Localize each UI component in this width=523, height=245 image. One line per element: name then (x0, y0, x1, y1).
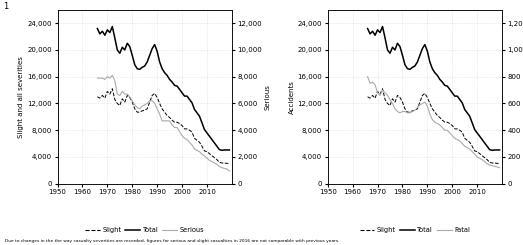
Y-axis label: Slight and all severities: Slight and all severities (18, 56, 25, 138)
Legend: Slight, Total, Fatal: Slight, Total, Fatal (357, 225, 473, 236)
Y-axis label: Serious: Serious (265, 84, 271, 110)
Text: 1: 1 (3, 2, 8, 12)
Text: Due to changes in the the way casualty severities are recorded, figures for seri: Due to changes in the the way casualty s… (5, 239, 340, 243)
Y-axis label: Accidents: Accidents (289, 80, 294, 114)
Legend: Slight, Total, Serious: Slight, Total, Serious (82, 225, 207, 236)
